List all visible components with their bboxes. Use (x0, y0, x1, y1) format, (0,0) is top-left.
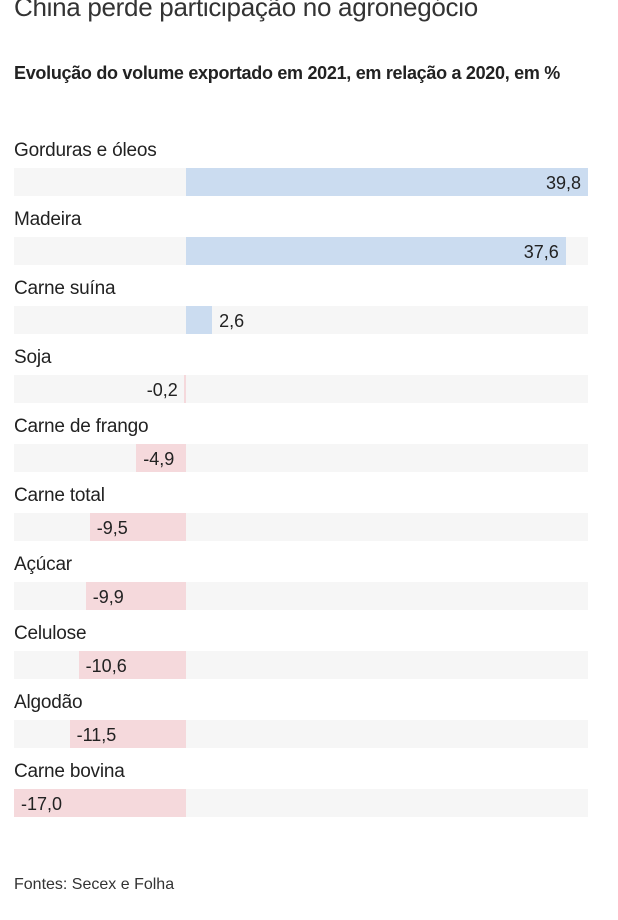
chart-row: Carne de frango -4,9 (14, 416, 588, 485)
category-label: Gorduras e óleos (14, 140, 157, 161)
chart-row: Madeira 37,6 (14, 209, 588, 278)
bar (85, 582, 186, 610)
chart-subtitle: Evolução do volume exportado em 2021, em… (14, 63, 560, 83)
category-label: Carne suína (14, 278, 116, 299)
bar (78, 651, 186, 679)
chart-row: Carne bovina -17,0 (14, 761, 588, 830)
bar (69, 720, 186, 748)
chart-row: Celulose -10,6 (14, 623, 588, 692)
value-label: -0,2 (146, 380, 178, 400)
category-label: Carne bovina (14, 761, 125, 782)
value-label: 37,6 (523, 242, 559, 262)
bar-track: -10,6 (14, 651, 588, 679)
chart-title: China perde participação no agronegócio (14, 0, 478, 22)
bar-track: -11,5 (14, 720, 588, 748)
chart-row: Gorduras e óleos 39,8 (14, 140, 588, 209)
bar-track: -9,9 (14, 582, 588, 610)
chart-row: Carne total -9,5 (14, 485, 588, 554)
source-note: Fontes: Secex e Folha (14, 876, 175, 893)
bar (136, 444, 186, 472)
bar-track: -0,2 (14, 375, 588, 403)
category-label: Algodão (14, 692, 83, 713)
value-label: -17,0 (21, 794, 63, 814)
value-label: -10,6 (85, 656, 127, 676)
category-label: Açúcar (14, 554, 72, 575)
value-label: -11,5 (76, 725, 117, 745)
bar (185, 306, 213, 334)
category-label: Soja (14, 347, 52, 368)
bar-track: 37,6 (14, 237, 588, 265)
bar (183, 375, 186, 403)
bar (185, 168, 588, 196)
value-label: -4,9 (143, 449, 175, 469)
bar-track: 39,8 (14, 168, 588, 196)
chart-row: Soja -0,2 (14, 347, 588, 416)
bar (89, 513, 186, 541)
bar-track: 2,6 (14, 306, 588, 334)
chart-row: Açúcar -9,9 (14, 554, 588, 623)
value-label: 2,6 (219, 311, 245, 331)
category-label: Carne total (14, 485, 105, 506)
value-label: -9,5 (96, 518, 128, 538)
chart-row: Algodão -11,5 (14, 692, 588, 761)
bar (14, 789, 186, 817)
bar-track: -9,5 (14, 513, 588, 541)
category-label: Carne de frango (14, 416, 149, 437)
bar-track: -4,9 (14, 444, 588, 472)
value-label: 39,8 (545, 173, 581, 193)
bar-track: -17,0 (14, 789, 588, 817)
value-label: -9,9 (92, 587, 124, 607)
category-label: Celulose (14, 623, 87, 644)
category-label: Madeira (14, 209, 82, 230)
bar (185, 237, 566, 265)
chart-row: Carne suína 2,6 (14, 278, 588, 347)
